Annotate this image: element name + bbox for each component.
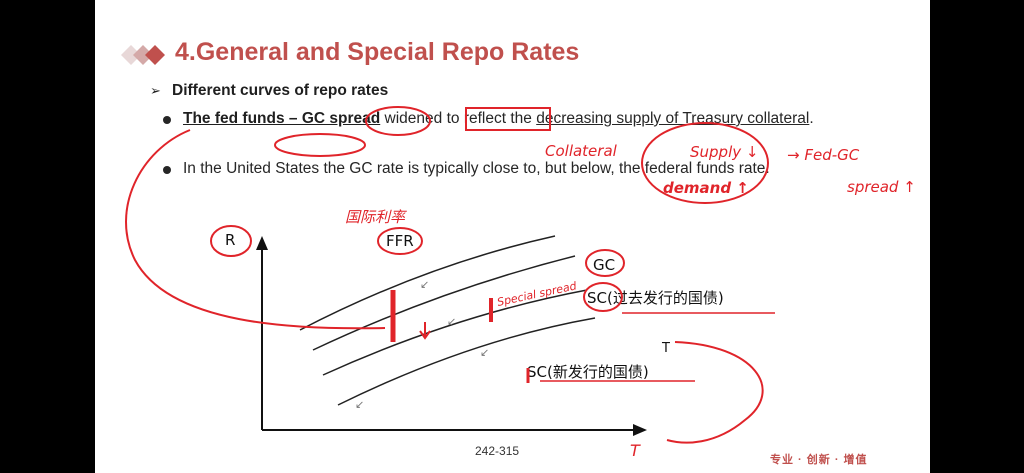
bullet-item-1: The fed funds – GC spread widened to ref…	[163, 107, 883, 130]
bullet1-rest: to reflect the	[442, 110, 537, 127]
pen-circle-collateral	[274, 133, 366, 157]
slide: 4.General and Special Repo Rates ➢ Differ…	[95, 0, 930, 473]
pen-circle-sc	[583, 282, 623, 312]
pen-circle-spread	[365, 106, 431, 136]
shift-arrow-icon: ↙	[447, 315, 456, 328]
pen-circle-r	[210, 225, 252, 257]
pen-supply: Supply ↓	[690, 143, 758, 161]
bullet-dot-icon	[163, 116, 171, 124]
bullet-dot-icon	[163, 166, 171, 174]
pen-text: Collateral Supply ↓ demand ↑ → Fed-GC sp…	[345, 142, 916, 460]
bullet2-text: In the United States the GC rate is typi…	[183, 160, 770, 177]
pen-special-spread: Special spread	[496, 279, 579, 309]
footer-brand: 专业 · 创新 · 增值	[770, 454, 868, 466]
pen-circle-gc	[585, 249, 625, 277]
gc-curve	[312, 255, 576, 351]
pen-guoji: 国际利率	[345, 208, 407, 226]
pen-t-bottom: T	[630, 441, 641, 460]
page-number: 242-315	[475, 444, 520, 458]
bullet1-mid: widened	[380, 110, 443, 127]
pen-circle-supply-demand	[641, 122, 769, 204]
repo-curve-diagram: ↙ ↙ ↙ ↙ R FFR GC SC(过去发行的国债) T SC(新发行的国债…	[125, 106, 916, 460]
bullet1-underlined: decreasing supply of Treasury collateral	[536, 110, 810, 127]
x-axis-arrow-icon	[633, 424, 647, 436]
sc-new-label: SC(新发行的国债)	[527, 363, 649, 381]
pen-box-widened	[465, 107, 551, 131]
shift-arrow-icon: ↙	[355, 398, 364, 411]
t-label-top: T	[661, 341, 670, 356]
pen-collateral: Collateral	[545, 142, 618, 160]
y-axis-arrow-icon	[256, 236, 268, 250]
bullet-item-2: In the United States the GC rate is typi…	[163, 157, 823, 180]
gc-label: GC	[593, 256, 615, 274]
y-axis-label: R	[225, 231, 235, 249]
pen-annotations	[125, 106, 775, 444]
shift-arrow-icon: ↙	[480, 346, 489, 359]
sc-old-label: SC(过去发行的国债)	[587, 289, 724, 307]
pen-demand: demand ↑	[663, 179, 749, 197]
pen-spread: spread ↑	[847, 178, 916, 196]
pen-arrow-curve	[125, 129, 386, 330]
pen-circle-ffr	[377, 227, 423, 255]
sc-old-curve	[322, 289, 588, 376]
ffr-label: FFR	[386, 232, 414, 250]
sc-new-curve	[337, 317, 596, 406]
bullet1-end: .	[809, 110, 814, 127]
pen-down-arrow-icon	[419, 322, 431, 340]
bullet1-bold: The fed funds – GC spread	[183, 110, 381, 127]
pen-fed-gc: → Fed-GC	[787, 146, 860, 164]
slide-title: 4.General and Special Repo Rates	[175, 38, 580, 66]
ffr-curve	[299, 235, 556, 331]
subheading-text: Different curves of repo rates	[172, 82, 389, 99]
title-diamond-icon	[121, 45, 165, 65]
subheading: ➢ Different curves of repo rates	[150, 82, 388, 100]
shift-arrow-icon: ↙	[420, 278, 429, 291]
pen-arrow-t	[666, 341, 764, 444]
arrow-bullet-icon: ➢	[150, 83, 161, 98]
